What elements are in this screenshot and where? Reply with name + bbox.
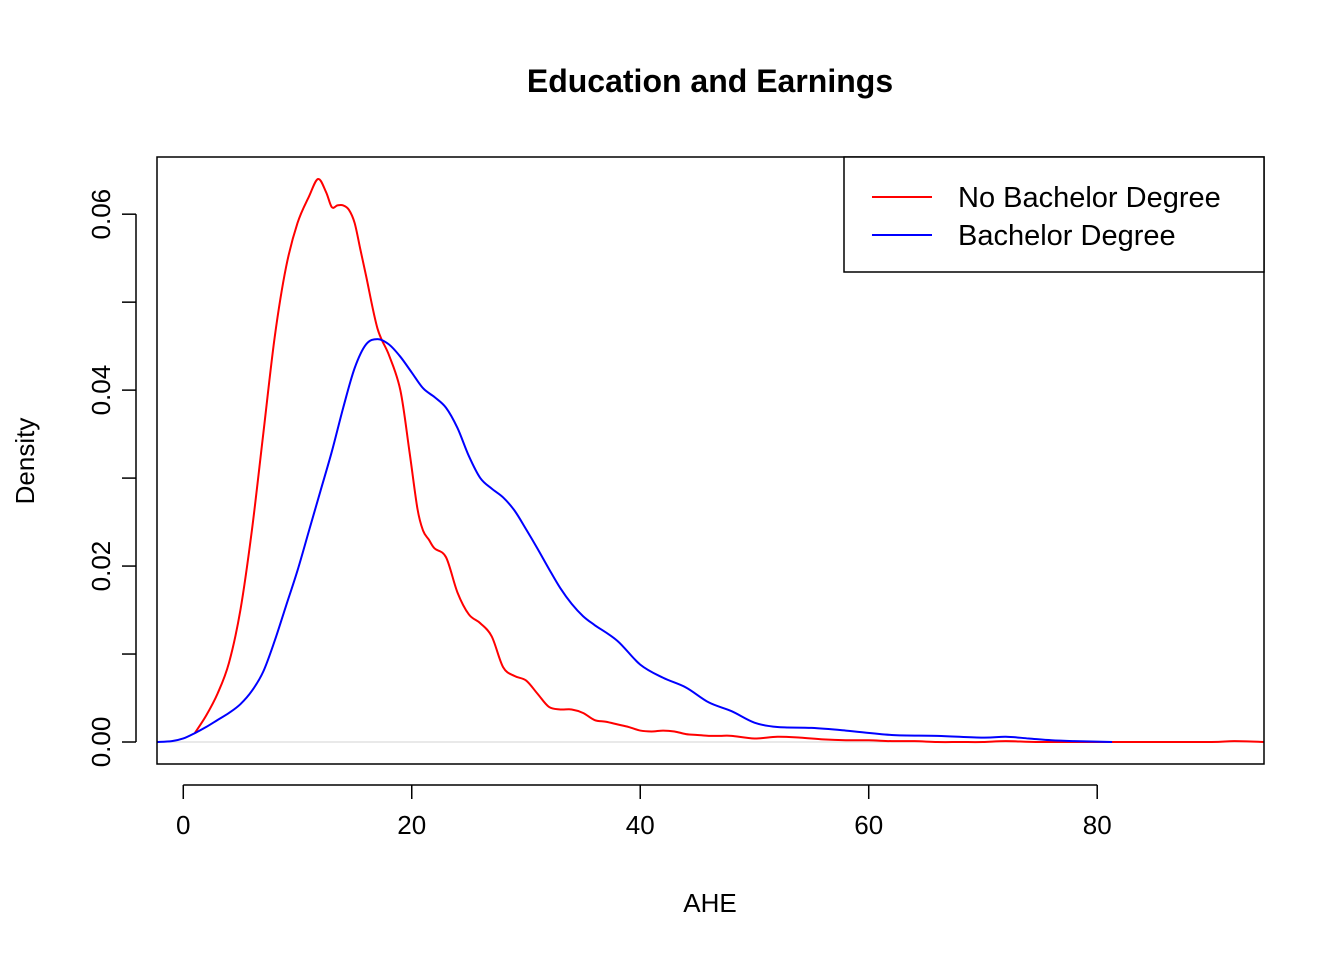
x-axis-title: AHE [683,888,736,918]
x-tick-label: 0 [176,810,190,840]
x-tick-label: 80 [1083,810,1112,840]
series-line-1 [156,338,1113,744]
x-axis: 0 20 40 60 80 [176,784,1112,840]
legend-label-no-bachelor: No Bachelor Degree [958,182,1221,214]
y-axis-title: Density [10,418,40,505]
legend: No Bachelor Degree Bachelor Degree [843,156,1265,273]
plot-frame [156,156,1265,765]
x-tick-label: 20 [397,810,426,840]
y-axis: 0.00 0.02 0.04 0.06 [86,189,137,768]
y-tick-label: 0.04 [86,365,116,416]
series-lines [156,177,1265,744]
y-tick-label: 0.02 [86,541,116,592]
y-tick-label: 0.00 [86,717,116,768]
x-tick-label: 60 [854,810,883,840]
legend-label-bachelor: Bachelor Degree [958,220,1176,252]
legend-box [843,156,1265,273]
series-line-0 [193,177,1265,744]
chart-title: Education and Earnings [527,63,893,99]
x-tick-label: 40 [626,810,655,840]
y-tick-label: 0.06 [86,189,116,240]
